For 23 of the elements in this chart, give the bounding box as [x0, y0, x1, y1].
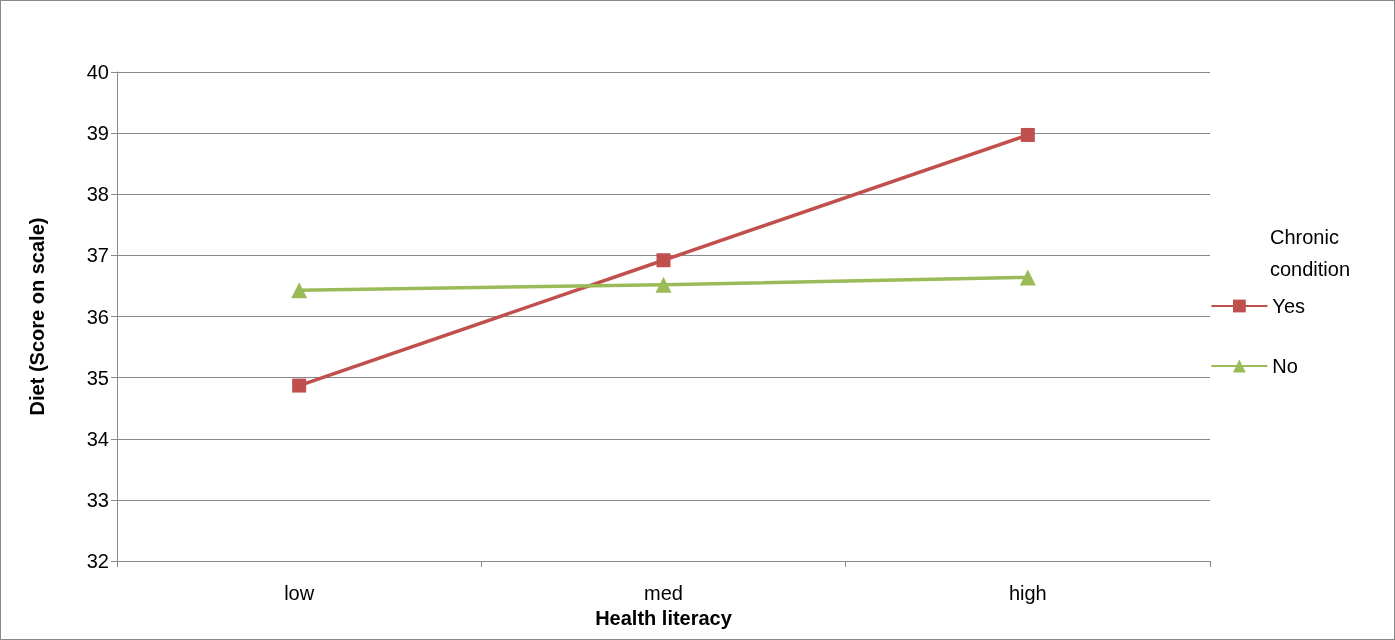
- x-axis-title: Health literacy: [595, 606, 733, 629]
- x-tick-label: high: [1008, 582, 1047, 604]
- x-tick-label: low: [284, 582, 315, 604]
- legend-label: No: [1272, 355, 1298, 377]
- point: [1020, 127, 1035, 142]
- y-tick-label: 36: [86, 305, 109, 328]
- legend-title: Chronic condition: [1270, 226, 1351, 280]
- point: [291, 282, 308, 299]
- y-tick-label: 32: [86, 550, 109, 572]
- y-tick-label: 40: [86, 61, 109, 83]
- y-tick-label: 38: [86, 183, 109, 206]
- y-tick-label: 35: [86, 366, 109, 389]
- point: [656, 253, 671, 268]
- y-tick-label: 34: [86, 427, 109, 450]
- y-axis-title: Diet (Score on scale): [26, 217, 48, 416]
- x-tick-label: med: [644, 582, 683, 604]
- y-tick-label: 33: [86, 488, 109, 511]
- point: [292, 378, 307, 393]
- y-tick-label: 39: [86, 122, 109, 145]
- y-tick-label: 37: [86, 244, 109, 267]
- point: [1019, 269, 1036, 286]
- legend-label: Yes: [1272, 295, 1306, 317]
- point: [655, 276, 672, 293]
